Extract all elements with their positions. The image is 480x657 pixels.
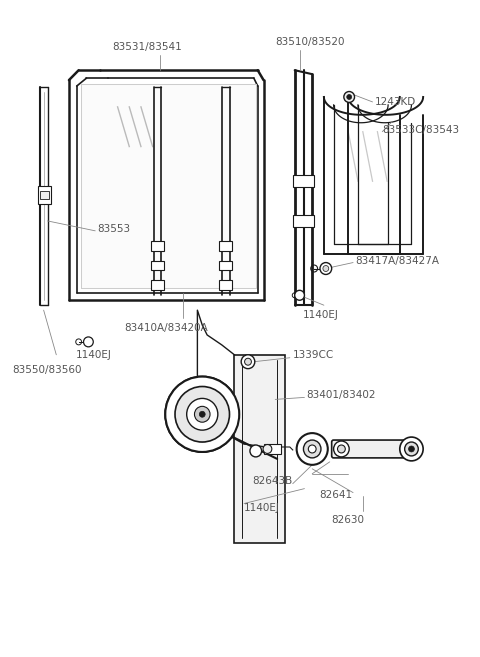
Bar — [293, 175, 314, 187]
Circle shape — [400, 437, 423, 461]
Circle shape — [295, 290, 304, 300]
Text: 82643B: 82643B — [252, 476, 292, 486]
Bar — [151, 240, 164, 251]
Circle shape — [323, 265, 329, 271]
Text: 83531/83541: 83531/83541 — [112, 43, 181, 53]
Circle shape — [194, 406, 210, 422]
Circle shape — [334, 441, 349, 457]
Text: 82641: 82641 — [319, 489, 352, 499]
Text: 1140EJ: 1140EJ — [302, 310, 338, 320]
Circle shape — [292, 293, 297, 298]
Circle shape — [308, 445, 316, 453]
Text: 1339CC: 1339CC — [293, 350, 334, 360]
Circle shape — [303, 440, 321, 458]
Circle shape — [408, 446, 414, 452]
Circle shape — [84, 337, 93, 347]
Text: 82630: 82630 — [332, 515, 365, 526]
Circle shape — [175, 386, 229, 442]
Circle shape — [187, 398, 218, 430]
Circle shape — [405, 442, 418, 456]
Text: 1140EJ: 1140EJ — [244, 503, 280, 514]
Bar — [264, 444, 281, 454]
Circle shape — [337, 445, 345, 453]
Circle shape — [320, 263, 332, 275]
Circle shape — [311, 265, 318, 272]
Circle shape — [250, 445, 262, 457]
Circle shape — [297, 433, 328, 465]
Text: 83401/83402: 83401/83402 — [306, 390, 376, 400]
Bar — [151, 281, 164, 290]
Text: 83550/83560: 83550/83560 — [12, 365, 82, 374]
Text: 83510/83520: 83510/83520 — [275, 37, 345, 47]
Text: 83533C/83543: 83533C/83543 — [382, 125, 459, 135]
Circle shape — [347, 95, 352, 99]
Circle shape — [199, 411, 205, 417]
Bar — [219, 261, 232, 271]
Circle shape — [165, 376, 239, 452]
Bar — [38, 186, 51, 204]
Bar — [151, 261, 164, 271]
Bar — [234, 355, 285, 543]
Text: 83553: 83553 — [97, 224, 130, 234]
Bar — [219, 240, 232, 251]
FancyBboxPatch shape — [332, 440, 406, 458]
Circle shape — [263, 445, 272, 453]
Text: 1140EJ: 1140EJ — [76, 350, 112, 360]
Circle shape — [344, 91, 355, 102]
Bar — [40, 191, 49, 199]
Text: 1243KD: 1243KD — [374, 97, 416, 107]
Bar — [293, 215, 314, 227]
Polygon shape — [81, 84, 256, 288]
Circle shape — [76, 339, 82, 345]
Bar — [219, 281, 232, 290]
Circle shape — [245, 358, 252, 365]
Text: 83410A/83420A: 83410A/83420A — [124, 323, 208, 333]
Text: 83417A/83427A: 83417A/83427A — [355, 256, 439, 265]
Circle shape — [241, 355, 255, 369]
